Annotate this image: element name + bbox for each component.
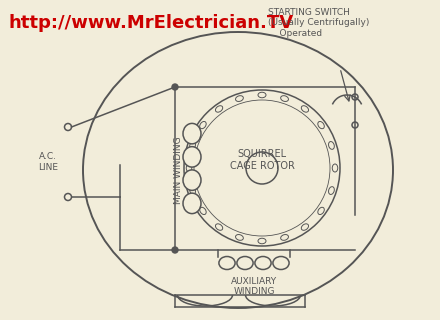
Text: A.C.
LINE: A.C. LINE [38,152,58,172]
Text: STARTING SWITCH
(Usually Centrifugally)
    Operated: STARTING SWITCH (Usually Centrifugally) … [268,8,369,38]
Ellipse shape [219,257,235,269]
Ellipse shape [183,193,201,214]
Text: http://www.MrElectrician.TV: http://www.MrElectrician.TV [8,14,293,32]
Ellipse shape [273,257,289,269]
Circle shape [172,247,178,253]
Ellipse shape [183,124,201,144]
Text: SQUIRREL
CAGE ROTOR: SQUIRREL CAGE ROTOR [230,149,294,171]
Circle shape [172,84,178,90]
Text: MAIN WINDING: MAIN WINDING [173,136,183,204]
Ellipse shape [183,170,201,190]
Ellipse shape [183,147,201,167]
Text: AUXILIARY
WINDING: AUXILIARY WINDING [231,277,277,296]
Ellipse shape [237,257,253,269]
Ellipse shape [255,257,271,269]
